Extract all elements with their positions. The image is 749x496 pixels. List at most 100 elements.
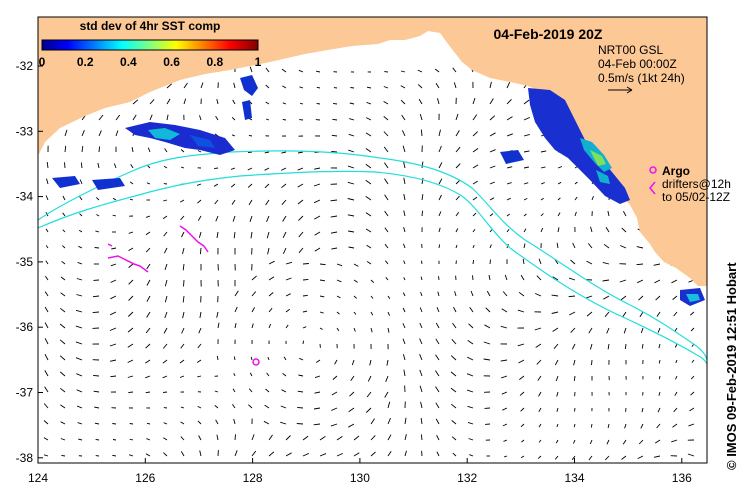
- current-vector: [215, 116, 219, 121]
- current-vector: [60, 438, 66, 441]
- current-vector: [489, 132, 496, 137]
- current-vector: [348, 133, 355, 137]
- current-vector: [263, 420, 270, 425]
- current-vector: [350, 87, 355, 89]
- current-vector: [214, 405, 219, 409]
- current-legend-model: NRT00 GSL: [598, 43, 663, 57]
- current-vector: [248, 151, 253, 153]
- current-vector: [164, 263, 168, 271]
- current-vector: [112, 214, 117, 217]
- current-vector: [603, 295, 610, 300]
- current-vector: [76, 294, 83, 297]
- current-vector: [336, 327, 340, 332]
- current-vector: [127, 359, 134, 363]
- current-vector: [402, 292, 406, 297]
- current-vector: [421, 161, 424, 169]
- current-vector: [538, 258, 542, 265]
- current-vector: [162, 343, 168, 349]
- current-vector: [264, 183, 270, 189]
- current-vector: [146, 279, 151, 286]
- current-vector: [641, 407, 644, 413]
- current-vector: [403, 369, 406, 377]
- current-vector: [538, 407, 542, 413]
- current-vector: [517, 343, 525, 347]
- current-vector: [298, 247, 304, 254]
- current-vector: [366, 86, 372, 89]
- current-vector: [622, 311, 627, 318]
- current-vector: [314, 391, 321, 394]
- current-vector: [297, 406, 304, 409]
- current-vector: [620, 245, 627, 249]
- current-vector: [128, 279, 134, 285]
- current-vector: [183, 279, 185, 287]
- y-tick-label: -37: [16, 386, 34, 400]
- current-vector: [46, 178, 49, 185]
- current-vector: [537, 375, 542, 381]
- current-vector: [537, 455, 542, 459]
- current-vector: [197, 405, 202, 409]
- current-vector: [95, 197, 100, 201]
- current-vector: [502, 423, 508, 427]
- land-mass: [38, 17, 707, 286]
- current-vector: [675, 375, 678, 380]
- colorbar-gradient: [41, 39, 259, 51]
- current-vector: [385, 260, 389, 265]
- current-vector: [147, 147, 151, 153]
- current-vector: [250, 231, 253, 239]
- current-vector: [572, 242, 576, 249]
- current-vector: [590, 423, 593, 428]
- current-vector: [472, 97, 476, 105]
- current-vector: [675, 359, 678, 364]
- current-vector: [568, 295, 576, 298]
- current-vector: [282, 372, 287, 377]
- current-vector: [297, 151, 304, 154]
- current-vector: [387, 450, 392, 457]
- current-vector: [570, 259, 576, 265]
- current-vector: [472, 212, 477, 217]
- current-vector: [486, 290, 491, 297]
- current-vector: [438, 178, 443, 185]
- current-vector: [387, 434, 392, 441]
- current-vector: [517, 309, 525, 313]
- current-vector: [420, 417, 423, 425]
- current-vector: [43, 454, 49, 457]
- current-vector: [248, 404, 253, 409]
- current-vector: [518, 291, 525, 297]
- current-vector: [466, 373, 474, 377]
- current-vector: [200, 82, 204, 89]
- current-vector: [370, 311, 374, 316]
- current-vector: [110, 279, 117, 283]
- current-vector: [571, 455, 576, 460]
- current-vector: [128, 263, 134, 268]
- current-vector: [162, 375, 168, 379]
- current-vector: [657, 407, 661, 413]
- current-vector: [538, 423, 542, 428]
- current-vector: [573, 359, 576, 366]
- current-vector: [179, 359, 185, 364]
- current-vector: [319, 327, 323, 330]
- current-vector: [351, 359, 355, 366]
- current-vector: [95, 438, 100, 441]
- current-vector: [472, 244, 475, 249]
- current-vector: [404, 434, 407, 441]
- current-vector: [403, 277, 406, 281]
- current-vector: [247, 183, 253, 188]
- current-vector: [637, 455, 644, 460]
- current-vector: [420, 401, 423, 409]
- current-vector: [403, 161, 406, 169]
- current-vector: [455, 130, 460, 137]
- current-vector: [436, 307, 440, 313]
- current-vector: [366, 101, 372, 105]
- current-vector: [94, 422, 100, 425]
- current-vector: [535, 343, 542, 348]
- current-vector: [506, 116, 513, 121]
- current-vector: [97, 162, 100, 169]
- current-vector: [574, 211, 577, 217]
- current-vector: [59, 323, 66, 329]
- current-vector: [302, 263, 309, 265]
- current-vector: [383, 146, 389, 153]
- current-vector: [331, 134, 338, 137]
- current-vector: [521, 439, 525, 443]
- colorbar-tick-label: 1: [255, 55, 262, 69]
- current-vector: [387, 401, 391, 409]
